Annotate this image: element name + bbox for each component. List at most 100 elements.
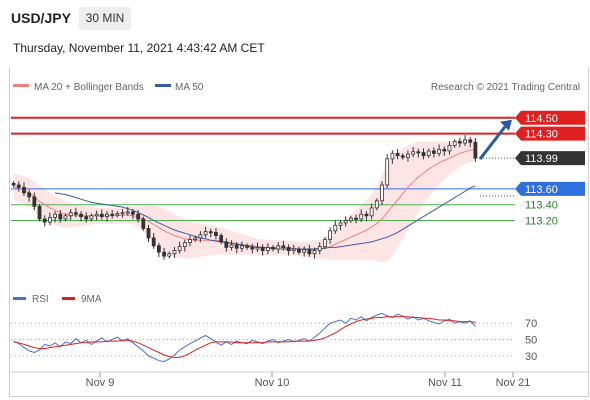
candle-body — [53, 213, 58, 218]
candle-body — [73, 212, 78, 215]
candle-body — [115, 213, 120, 216]
candle-body — [426, 150, 431, 157]
candle-body — [141, 218, 146, 229]
candle-body — [297, 248, 301, 253]
rsi-line — [13, 312, 476, 363]
candle-body — [457, 141, 462, 144]
candle-body — [374, 200, 379, 209]
rsi-tick-50: 50 — [525, 335, 537, 347]
candle-body — [42, 218, 47, 223]
candle-body — [11, 182, 16, 186]
candle-body — [260, 247, 265, 252]
chart-header: USD/JPY 30 MIN Thursday, November 11, 20… — [0, 0, 590, 70]
candle-body — [369, 207, 374, 217]
candle-body — [411, 151, 416, 155]
pivot-label: 113.60 — [525, 184, 558, 196]
candle-body — [463, 139, 467, 144]
candle-body — [400, 155, 405, 158]
pivot-tag-bg — [515, 181, 585, 196]
ma20-legend-swatch — [13, 84, 29, 87]
9ma-line — [13, 316, 476, 358]
ma50-line — [55, 185, 476, 250]
candle-body — [385, 158, 390, 186]
bollinger-band-area — [13, 137, 476, 263]
candle-body — [359, 213, 364, 220]
projection-arrow-head — [500, 119, 512, 131]
resistance-2-label: 114.50 — [525, 113, 558, 125]
candle-body — [473, 141, 478, 159]
ma20-legend-label: MA 20 + Bollinger Bands — [34, 82, 144, 93]
candle-body — [302, 249, 307, 253]
resistance-1-tag: 114.30 — [515, 126, 585, 141]
candle-body — [265, 247, 270, 252]
candle-body — [156, 245, 161, 253]
candle-body — [146, 228, 151, 239]
candle-body — [214, 232, 218, 236]
resistance-2-tag: 114.50 — [515, 110, 585, 125]
resistance-1-tag-bg — [515, 126, 585, 141]
candle-body — [167, 253, 172, 257]
candle-body — [63, 215, 68, 220]
candle-body — [79, 213, 83, 218]
candle-body — [317, 246, 322, 252]
support-1-label: 113.40 — [525, 200, 558, 212]
level-labels: 114.50 114.30 113.99 113.60 113.40 113.20 — [515, 110, 585, 228]
ma50-legend-swatch — [155, 84, 171, 87]
candle-body — [131, 211, 135, 215]
candle-body — [208, 231, 213, 234]
rsi-legend-label: RSI — [32, 294, 49, 305]
resistance-2-tag-bg — [515, 110, 585, 125]
candle-body — [203, 231, 208, 236]
candle-body — [37, 205, 42, 220]
candle-body — [333, 224, 338, 232]
candle-body — [390, 152, 395, 160]
candle-body — [110, 213, 115, 216]
candle-body — [193, 237, 198, 240]
candle-body — [94, 213, 99, 217]
candle-body — [364, 213, 369, 217]
candle-body — [255, 247, 260, 250]
candle-body — [182, 242, 187, 248]
candle-body — [219, 235, 224, 243]
candle-body — [177, 246, 182, 252]
candle-body — [348, 217, 353, 221]
candle-body — [338, 222, 343, 226]
x-axis: Nov 9 Nov 10 Nov 11 Nov 21 — [11, 371, 588, 389]
candle-body — [452, 141, 457, 146]
chart-frame — [9, 67, 589, 397]
candle-body — [188, 239, 192, 244]
candle-body — [245, 245, 249, 248]
timeframe-badge[interactable]: 30 MIN — [79, 7, 131, 30]
currency-pair: USD/JPY — [11, 10, 71, 26]
candle-body — [198, 234, 203, 239]
candle-body — [406, 153, 410, 158]
candle-body — [224, 241, 229, 248]
candle-body — [162, 251, 166, 257]
candle-body — [312, 250, 317, 255]
candle-body — [421, 152, 426, 157]
candle-body — [234, 244, 239, 249]
current-tag: 113.99 — [515, 151, 585, 166]
current-label: 113.99 — [525, 153, 558, 165]
candle-body — [125, 211, 130, 214]
candle-body — [250, 247, 255, 250]
candle-body — [172, 250, 177, 255]
candle-body — [48, 216, 52, 223]
candle-body — [281, 245, 286, 248]
candle-body — [437, 148, 441, 154]
candle-body — [431, 150, 436, 154]
rsi-legend: RSI 9MA — [13, 294, 102, 305]
candle-body — [120, 212, 125, 215]
candle-body — [58, 213, 63, 220]
candle-body — [89, 215, 94, 220]
candle-body — [99, 213, 104, 218]
candle-body — [380, 184, 384, 202]
x-tick-label: Nov 9 — [86, 377, 115, 389]
candle-body — [22, 186, 26, 194]
candle-body — [447, 145, 452, 152]
support-2-label: 113.20 — [525, 216, 558, 228]
candle-body — [240, 245, 244, 249]
x-tick-label: Nov 21 — [496, 377, 531, 389]
candles — [11, 135, 478, 260]
